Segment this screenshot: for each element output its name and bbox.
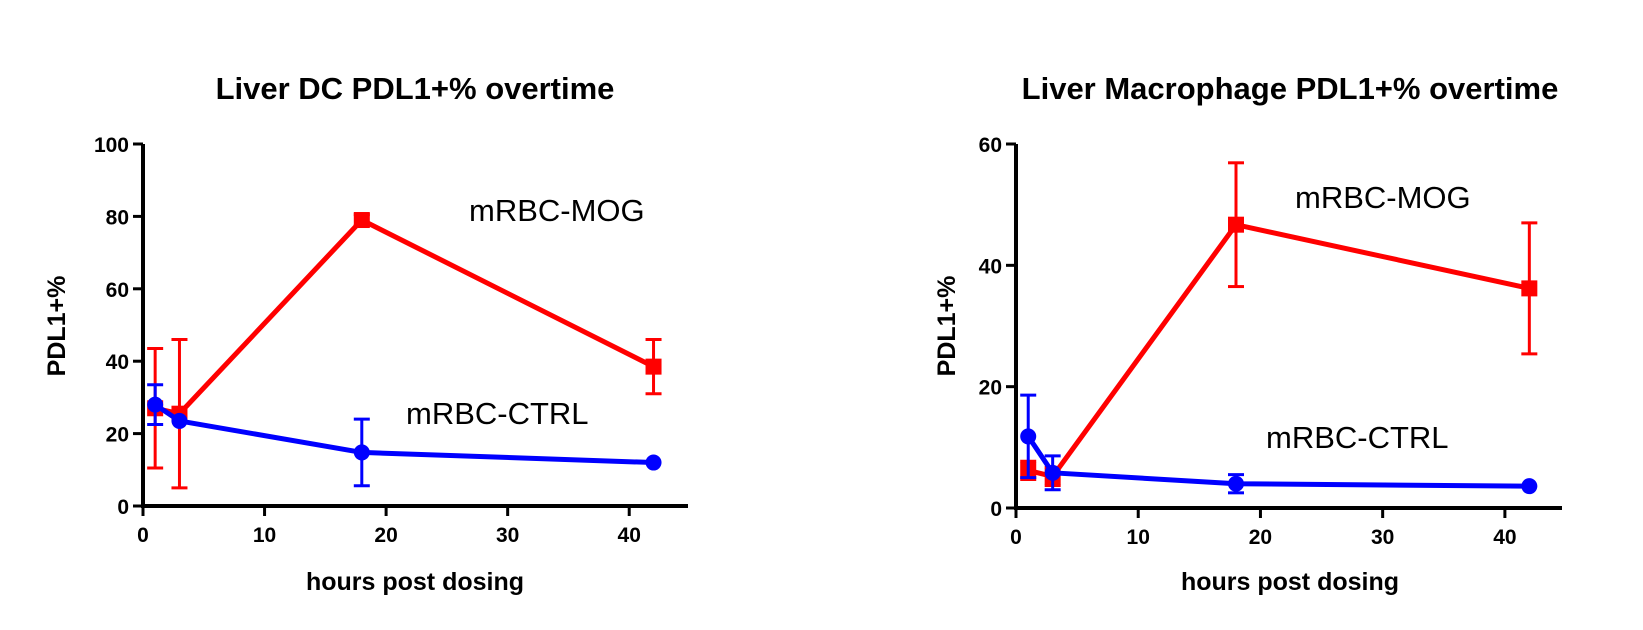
x-tick-label: 10 [1127,526,1150,549]
data-point-circle [645,454,662,471]
x-axis-title: hours post dosing [306,568,524,596]
chart-title: Liver Macrophage PDL1+% overtime [1022,71,1559,106]
series-label-ctrl: mRBC-CTRL [1266,420,1449,455]
x-tick-label: 40 [1493,526,1516,549]
chart-title: Liver DC PDL1+% overtime [216,71,615,106]
y-tick-label: 40 [106,351,129,374]
x-tick-label: 0 [1010,526,1022,549]
series-line-mog [154,217,655,417]
data-point-circle [1020,428,1037,445]
data-point-square [1228,216,1244,233]
x-tick-label: 30 [1371,526,1394,549]
y-tick-label: 20 [106,424,129,447]
y-tick-label: 0 [117,496,129,519]
y-tick-label: 0 [990,498,1002,521]
y-tick-label: 40 [979,255,1002,278]
series-line-ctrl [1026,435,1530,489]
x-axis-title: hours post dosing [1181,568,1399,596]
data-point-circle [353,444,370,461]
y-tick-label: 80 [106,206,129,229]
x-tick-label: 0 [137,524,149,547]
data-point-square [353,212,370,229]
series-label-mog: mRBC-MOG [469,193,645,228]
series-line-ctrl [153,402,654,466]
chart-liver-macrophage: Liver Macrophage PDL1+% overtime PDL1+% … [933,71,1562,596]
y-axis-title: PDL1+% [933,276,961,377]
ticks-layer: 0 20 40 60 0 10 20 30 40 [979,134,1517,549]
x-tick-label: 40 [618,524,641,547]
data-point-circle [1521,478,1538,495]
plot-layer [1020,161,1538,495]
series-line-mog [1027,222,1530,479]
data-point-square [645,358,662,375]
y-tick-label: 20 [979,377,1002,400]
chart-liver-dc: Liver DC PDL1+% overtime PDL1+% hours po… [43,71,688,596]
x-tick-label: 20 [374,524,397,547]
y-axis-title: PDL1+% [43,276,71,377]
data-point-circle [171,412,188,429]
ticks-layer: 0 20 40 60 80 100 0 10 20 30 40 [94,134,641,547]
data-point-square [1521,280,1538,297]
data-point-circle [1228,475,1244,492]
x-tick-label: 20 [1249,526,1272,549]
series-label-mog: mRBC-MOG [1295,180,1471,215]
x-tick-label: 10 [253,524,276,547]
y-tick-label: 60 [106,279,129,302]
x-tick-label: 30 [496,524,519,547]
y-tick-label: 100 [94,134,129,157]
data-point-circle [1044,464,1061,481]
plot-layer [147,212,662,490]
y-tick-label: 60 [979,134,1002,157]
series-label-ctrl: mRBC-CTRL [406,396,589,431]
data-point-circle [147,396,164,413]
